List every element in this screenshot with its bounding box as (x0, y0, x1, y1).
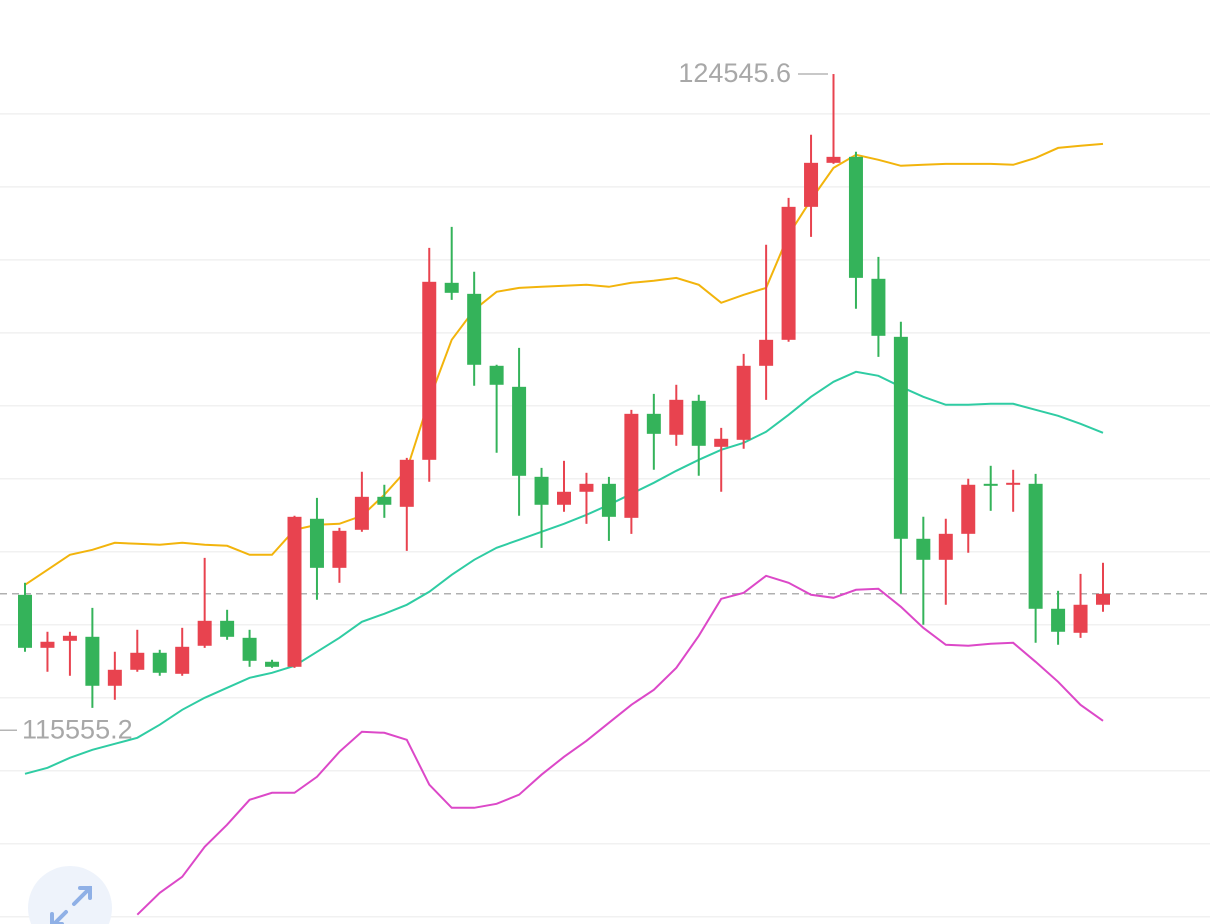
candle-body (826, 156, 841, 163)
candle-body (1096, 593, 1110, 605)
candle-body (130, 652, 145, 670)
candle-body (916, 538, 931, 560)
candle-body (736, 365, 751, 440)
candle-body (601, 483, 616, 517)
candle-body (287, 516, 302, 667)
expand-button[interactable] (28, 866, 112, 924)
candle-body (377, 496, 392, 505)
candle-body (961, 484, 976, 534)
candle-body (557, 491, 571, 505)
candle-body (804, 162, 819, 207)
candle-body (18, 594, 32, 648)
candle-body (983, 483, 998, 486)
candle-body (175, 646, 190, 674)
candle-body (646, 413, 661, 434)
candle-body (309, 518, 324, 568)
candle-body (938, 533, 953, 560)
candle-body (489, 365, 504, 385)
candle-body (1028, 483, 1043, 609)
candle-body (1006, 482, 1021, 485)
candle-body (332, 530, 347, 568)
expand-icon[interactable] (72, 886, 92, 906)
candle-body (399, 459, 414, 507)
candle-body (265, 661, 280, 667)
candle-body (467, 293, 482, 365)
candle-body (107, 669, 122, 686)
candle-body (534, 476, 549, 505)
annotation-label: 124545.6 (678, 58, 791, 88)
candle-body (242, 637, 257, 661)
candle-body (579, 483, 594, 492)
expand-button-bg[interactable] (28, 866, 112, 924)
candle-body (759, 339, 774, 366)
annotation-label: 115555.2 (22, 714, 133, 744)
candle-body (197, 620, 212, 646)
candle-body (422, 281, 437, 460)
candle-body (1073, 604, 1088, 633)
candle-body (871, 278, 886, 336)
candle-body (40, 641, 55, 648)
band-line (24, 142, 1104, 586)
candle-body (848, 156, 863, 278)
candle-body (1051, 608, 1066, 632)
candle-body (354, 496, 369, 530)
candle-body (781, 206, 796, 340)
candle-body (220, 620, 235, 637)
candle-body (624, 413, 639, 518)
candle-body (85, 636, 100, 686)
candle-body (62, 635, 77, 641)
band-line (24, 370, 1104, 775)
candle-body (444, 282, 459, 293)
candle-body (512, 386, 527, 476)
candle-body (152, 652, 167, 673)
candle-body (893, 336, 908, 539)
band-line (136, 574, 1104, 916)
candle-body (669, 399, 684, 435)
candle-body (714, 438, 729, 447)
candle-body (691, 400, 706, 446)
